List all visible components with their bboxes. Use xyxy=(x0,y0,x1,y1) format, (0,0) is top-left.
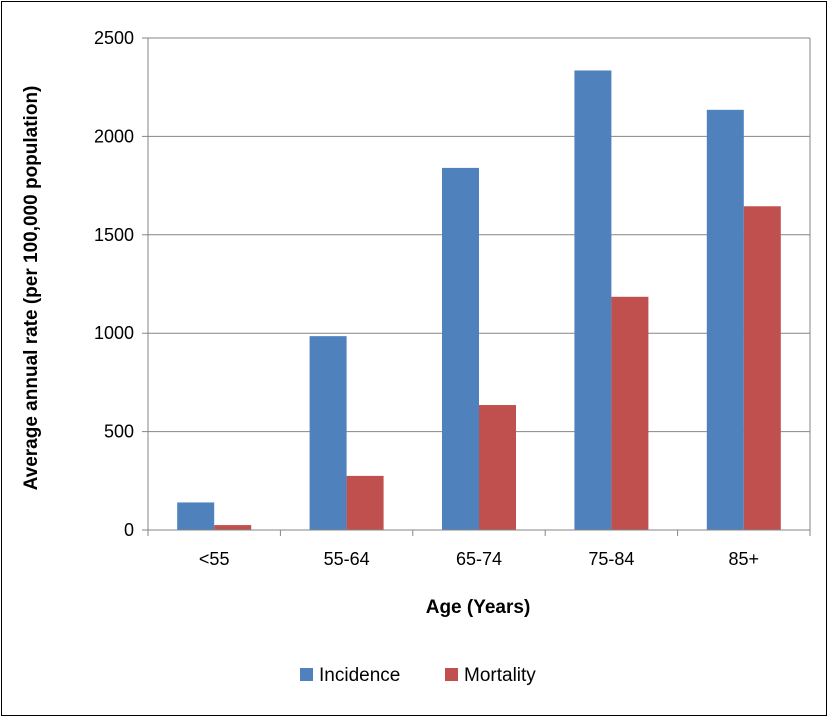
x-axis-title: Age (Years) xyxy=(426,597,531,618)
bar-mortality xyxy=(214,525,252,530)
bar-mortality xyxy=(346,475,384,530)
y-tick-label: 2500 xyxy=(94,28,134,48)
bar-incidence xyxy=(706,109,744,530)
x-tick-label: <55 xyxy=(199,549,230,569)
legend-label-mortality: Mortality xyxy=(464,665,536,686)
x-tick-label: 75-84 xyxy=(588,549,634,569)
axes xyxy=(142,37,811,536)
bar-mortality xyxy=(611,296,649,530)
legend-label-incidence: Incidence xyxy=(319,665,400,686)
legend-swatch-incidence xyxy=(300,668,313,681)
bar-incidence xyxy=(177,502,215,530)
bar-incidence xyxy=(442,167,479,530)
bars xyxy=(177,70,781,531)
y-tick-label: 2000 xyxy=(94,126,134,146)
x-tick-label: 65-74 xyxy=(456,549,502,569)
x-tick-label: 85+ xyxy=(729,549,760,569)
y-tick-label: 1000 xyxy=(94,323,134,343)
y-tick-labels: 0 500 1000 1500 2000 2500 xyxy=(94,28,134,540)
bar-mortality xyxy=(479,405,516,530)
legend: Incidence Mortality xyxy=(300,665,536,686)
y-tick-label: 1500 xyxy=(94,225,134,245)
y-tick-label: 500 xyxy=(104,422,134,442)
bar-mortality xyxy=(743,206,781,530)
bar-incidence xyxy=(309,336,347,530)
x-tick-label: 55-64 xyxy=(324,549,370,569)
y-axis-title: Average annual rate (per 100,000 populat… xyxy=(21,86,42,491)
gridlines xyxy=(148,37,811,530)
bar-incidence xyxy=(574,70,612,531)
y-tick-label: 0 xyxy=(124,520,134,540)
legend-swatch-mortality xyxy=(445,668,458,681)
x-tick-labels: <55 55-64 65-74 75-84 85+ xyxy=(199,549,759,569)
